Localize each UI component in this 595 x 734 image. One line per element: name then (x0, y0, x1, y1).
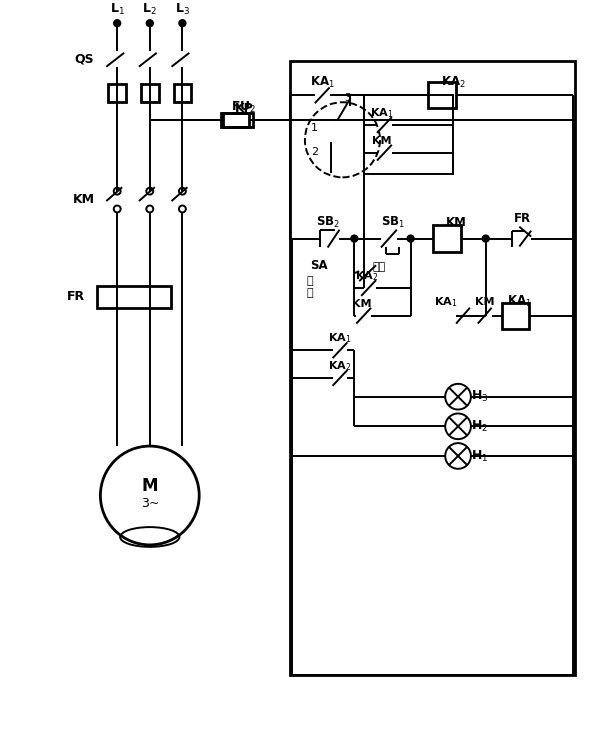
Text: KA$_1$: KA$_1$ (328, 332, 351, 345)
Text: FU$_2$: FU$_2$ (231, 100, 256, 115)
Text: KA$_2$: KA$_2$ (328, 359, 351, 373)
Circle shape (483, 235, 489, 242)
Bar (223, 113, 252, 127)
Text: KM: KM (475, 297, 494, 307)
Text: KA$_1$: KA$_1$ (434, 295, 458, 309)
Circle shape (179, 20, 186, 26)
Text: SB$_2$: SB$_2$ (315, 215, 340, 230)
Bar (174, 84, 191, 102)
Text: SA: SA (310, 259, 327, 272)
Bar (502, 303, 529, 329)
Text: M: M (142, 476, 158, 495)
Text: KA$_1$: KA$_1$ (507, 294, 532, 310)
Circle shape (179, 206, 186, 212)
Text: 2: 2 (311, 147, 318, 156)
Text: H$_3$: H$_3$ (471, 389, 488, 404)
Text: KM: KM (446, 217, 466, 229)
Text: 自动: 自动 (372, 262, 386, 272)
Text: 1: 1 (311, 123, 318, 133)
Text: KA$_2$: KA$_2$ (355, 269, 379, 283)
Text: 3: 3 (344, 93, 351, 103)
Bar (290, 61, 575, 675)
Circle shape (146, 206, 154, 212)
Text: KM: KM (352, 299, 372, 309)
Text: KA$_1$: KA$_1$ (370, 106, 394, 120)
Circle shape (146, 20, 154, 26)
Text: FR: FR (513, 212, 531, 225)
Bar (108, 84, 126, 102)
Text: SB$_1$: SB$_1$ (381, 215, 405, 230)
Bar (98, 286, 171, 308)
Text: KP: KP (235, 102, 253, 115)
Text: KM: KM (372, 136, 392, 146)
Circle shape (114, 188, 121, 195)
Text: H$_2$: H$_2$ (471, 419, 488, 434)
Text: KM: KM (73, 192, 95, 206)
Text: QS: QS (75, 52, 95, 65)
Bar (428, 82, 456, 108)
Text: KA$_1$: KA$_1$ (310, 75, 335, 90)
Text: KA$_2$: KA$_2$ (441, 75, 465, 90)
Bar (364, 95, 453, 175)
Text: L$_3$: L$_3$ (175, 1, 190, 17)
Circle shape (179, 188, 186, 195)
Circle shape (351, 235, 358, 242)
Bar (141, 84, 159, 102)
Circle shape (407, 235, 414, 242)
Text: H$_1$: H$_1$ (471, 448, 488, 463)
Text: 3~: 3~ (140, 497, 159, 510)
Text: 动: 动 (306, 288, 313, 298)
Bar (433, 225, 461, 252)
Text: FR: FR (67, 291, 84, 303)
Text: L$_2$: L$_2$ (142, 1, 157, 17)
Circle shape (146, 188, 154, 195)
Text: L$_1$: L$_1$ (109, 1, 124, 17)
Circle shape (114, 206, 121, 212)
Bar (221, 113, 249, 127)
Text: 手: 手 (306, 276, 313, 286)
Circle shape (114, 20, 121, 26)
